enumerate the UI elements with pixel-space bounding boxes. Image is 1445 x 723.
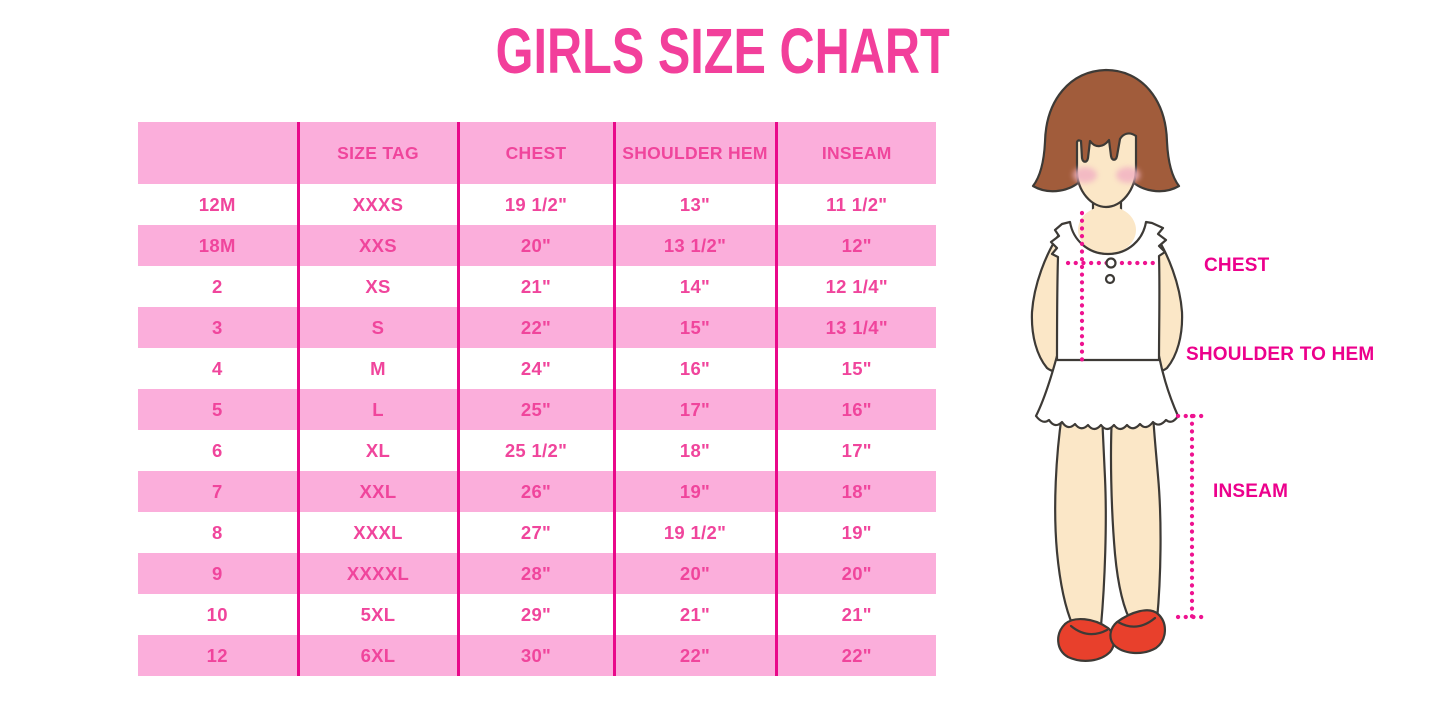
table-cell: 27" xyxy=(456,512,614,553)
table-cell: 18" xyxy=(612,430,776,471)
table-cell: XXS xyxy=(296,225,458,266)
table-cell: 6 xyxy=(211,439,223,461)
girl-right-shoe-strap xyxy=(1116,616,1157,628)
table-cell: 22" xyxy=(774,635,936,676)
table-row: 3 S 22" 15" 13 1/4" xyxy=(138,307,936,348)
chest-label: CHEST xyxy=(1204,255,1270,276)
table-cell: XL xyxy=(296,430,458,471)
girl-chest-skin xyxy=(1078,206,1136,254)
table-row: 12 6XL 30" 22" 22" xyxy=(138,635,936,676)
table-cell: L xyxy=(296,389,458,430)
table-cell: 17" xyxy=(774,430,936,471)
girl-left-shoe xyxy=(1057,618,1115,662)
table-cell: 4 xyxy=(211,357,223,379)
table-cell: 15" xyxy=(774,348,936,389)
table-cell: 18" xyxy=(774,471,936,512)
table-cell: 30" xyxy=(456,635,614,676)
table-cell: 7 xyxy=(138,471,298,512)
table-cell: 25 1/2" xyxy=(456,430,614,471)
table-cell: 5 xyxy=(138,389,298,430)
shoulder-to-hem-label: SHOULDER TO HEM xyxy=(1186,344,1375,365)
page-title: GIRLS SIZE CHART xyxy=(495,15,950,87)
table-cell: 24" xyxy=(456,348,614,389)
inseam-label: INSEAM xyxy=(1213,481,1289,502)
table-row: 6 XL 25 1/2" 18" 17" xyxy=(138,430,936,471)
table-row: 4 M 24" 16" 15" xyxy=(138,348,936,389)
table-cell: 25" xyxy=(456,389,614,430)
table-cell: 19" xyxy=(774,512,936,553)
column-header xyxy=(138,122,298,184)
girl-blush-right xyxy=(1116,167,1140,183)
table-cell: M xyxy=(296,348,458,389)
girl-right-shoe xyxy=(1109,609,1166,655)
column-header: SIZE TAG xyxy=(296,122,458,184)
column-header: INSEAM xyxy=(774,122,936,184)
table-cell: 29" xyxy=(456,594,614,635)
table-cell: 13" xyxy=(612,184,776,225)
table-cell: 15" xyxy=(612,307,776,348)
table-cell: 21" xyxy=(774,594,936,635)
column-header: SHOULDER HEM xyxy=(612,122,776,184)
header-row: SIZE TAG CHEST SHOULDER HEM INSEAM xyxy=(138,122,936,184)
table-cell: 21" xyxy=(612,594,776,635)
table-row: 18M XXS 20" 13 1/2" 12" xyxy=(138,225,936,266)
table-row: 2 XS 21" 14" 12 1/4" xyxy=(138,266,936,307)
table-cell: 12" xyxy=(774,225,936,266)
table-cell: 19 1/2" xyxy=(456,184,614,225)
table-cell: 18M xyxy=(138,225,298,266)
girl-top-button-2 xyxy=(1104,273,1116,285)
table-cell: 3 xyxy=(138,307,298,348)
table-cell: 22" xyxy=(456,307,614,348)
table-row: 7 XXL 26" 19" 18" xyxy=(138,471,936,512)
girl-right-leg xyxy=(1109,412,1162,629)
table-cell: 20" xyxy=(456,225,614,266)
table-cell: 13 1/4" xyxy=(774,307,936,348)
table-cell: 20" xyxy=(612,553,776,594)
table-cell: 17" xyxy=(612,389,776,430)
table-row: 5 L 25" 17" 16" xyxy=(138,389,936,430)
table-cell: 10 xyxy=(206,603,228,625)
table-row: 12M XXXS 19 1/2" 13" 11 1/2" xyxy=(138,184,936,225)
table-cell: 19" xyxy=(612,471,776,512)
girl-blush-left xyxy=(1073,167,1097,183)
table-cell: 26" xyxy=(456,471,614,512)
girl-left-leg xyxy=(1054,412,1107,632)
table-cell: 13 1/2" xyxy=(612,225,776,266)
table-cell: 11 1/2" xyxy=(774,184,936,225)
girl-face xyxy=(1075,132,1138,209)
table-cell: 12 1/4" xyxy=(774,266,936,307)
table-cell: XXXL xyxy=(296,512,458,553)
table-cell: 8 xyxy=(211,521,223,543)
table-cell: 14" xyxy=(612,266,776,307)
table-cell: 21" xyxy=(456,266,614,307)
table-cell: 28" xyxy=(456,553,614,594)
column-header: CHEST xyxy=(456,122,614,184)
table-cell: 12 xyxy=(138,635,298,676)
table-cell: 5XL xyxy=(296,594,458,635)
size-table: SIZE TAG CHEST SHOULDER HEM INSEAM 12M XXXS 1… xyxy=(138,122,936,676)
table-cell: XXXXL xyxy=(296,553,458,594)
table-cell: 6XL xyxy=(296,635,458,676)
girl-illustration xyxy=(1030,68,1208,662)
table-cell: S xyxy=(296,307,458,348)
table-cell: XXL xyxy=(296,471,458,512)
girl-top xyxy=(1049,220,1168,362)
table-row: 9 XXXXL 28" 20" 20" xyxy=(138,553,936,594)
table-cell: 2 xyxy=(211,275,223,297)
table-cell: 9 xyxy=(138,553,298,594)
table-cell: 19 1/2" xyxy=(612,512,776,553)
table-cell: 20" xyxy=(774,553,936,594)
table-cell: 16" xyxy=(774,389,936,430)
girl-left-shoe-strap xyxy=(1069,624,1109,636)
table-cell: XS xyxy=(296,266,458,307)
girl-top-button-1 xyxy=(1105,257,1117,269)
table-cell: 12M xyxy=(198,193,236,215)
table-cell: 16" xyxy=(612,348,776,389)
table-row: 8 XXXL 27" 19 1/2" 19" xyxy=(138,512,936,553)
table-cell: 22" xyxy=(612,635,776,676)
table-row: 10 5XL 29" 21" 21" xyxy=(138,594,936,635)
table-cell: XXXS xyxy=(296,184,458,225)
girl-skirt xyxy=(1034,354,1180,431)
